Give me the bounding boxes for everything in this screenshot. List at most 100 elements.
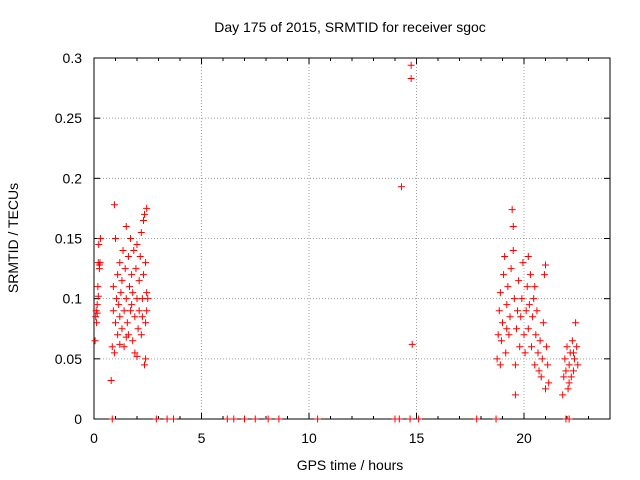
data-point bbox=[251, 415, 259, 423]
x-tick-label: 10 bbox=[301, 430, 317, 446]
data-point bbox=[542, 261, 549, 269]
data-point bbox=[540, 271, 548, 279]
data-point bbox=[497, 337, 505, 345]
data-point bbox=[415, 415, 423, 423]
data-point bbox=[110, 349, 118, 357]
data-point bbox=[565, 379, 573, 387]
data-point bbox=[571, 355, 579, 363]
data-point bbox=[115, 301, 123, 309]
y-axis-label: SRMTID / TECUs bbox=[5, 183, 21, 293]
data-point bbox=[508, 206, 516, 214]
data-point bbox=[531, 361, 539, 369]
data-point bbox=[116, 259, 124, 267]
y-tick-label: 0.25 bbox=[55, 110, 82, 126]
data-point bbox=[117, 289, 125, 297]
data-point bbox=[407, 61, 415, 69]
data-point bbox=[536, 337, 544, 345]
data-point bbox=[397, 183, 405, 191]
data-point bbox=[567, 373, 575, 381]
data-point bbox=[574, 361, 582, 369]
data-point bbox=[275, 415, 283, 423]
data-point bbox=[526, 271, 534, 279]
data-point bbox=[522, 307, 530, 315]
data-point bbox=[264, 415, 272, 423]
data-point bbox=[170, 415, 178, 423]
data-point bbox=[93, 309, 101, 317]
data-point bbox=[230, 415, 238, 423]
data-point bbox=[520, 331, 528, 339]
data-point bbox=[92, 313, 100, 321]
y-tick-label: 0.1 bbox=[63, 291, 83, 307]
data-point bbox=[108, 343, 116, 351]
data-point bbox=[142, 355, 150, 363]
data-point bbox=[560, 373, 568, 381]
data-point bbox=[91, 337, 99, 345]
data-point bbox=[122, 222, 130, 230]
data-point bbox=[127, 307, 135, 315]
data-point bbox=[223, 415, 231, 423]
chart-title: Day 175 of 2015, SRMTID for receiver sgo… bbox=[214, 19, 486, 35]
data-point bbox=[528, 343, 536, 351]
data-point bbox=[114, 331, 122, 339]
data-point bbox=[95, 241, 103, 249]
y-tick-label: 0.05 bbox=[55, 351, 82, 367]
data-point bbox=[503, 301, 511, 309]
data-point bbox=[119, 247, 127, 255]
data-point bbox=[523, 283, 531, 291]
data-point bbox=[94, 283, 102, 291]
data-point bbox=[505, 331, 513, 339]
data-point bbox=[545, 379, 553, 387]
data-point bbox=[542, 385, 549, 393]
data-point bbox=[530, 295, 538, 303]
data-point bbox=[529, 313, 537, 321]
data-point bbox=[511, 361, 519, 369]
data-point bbox=[128, 301, 136, 309]
data-point bbox=[407, 74, 415, 82]
data-point bbox=[133, 241, 141, 249]
data-point bbox=[502, 349, 510, 357]
data-point bbox=[500, 271, 508, 279]
data-point bbox=[532, 331, 540, 339]
data-point bbox=[561, 355, 569, 363]
data-point bbox=[139, 271, 147, 279]
data-point bbox=[408, 340, 416, 348]
data-point bbox=[136, 253, 144, 261]
data-point bbox=[109, 283, 117, 291]
data-point bbox=[563, 343, 571, 351]
data-point bbox=[510, 295, 518, 303]
data-point bbox=[94, 292, 102, 300]
data-point bbox=[123, 319, 131, 327]
data-point bbox=[518, 295, 526, 303]
data-point bbox=[521, 349, 529, 357]
data-point bbox=[116, 340, 124, 348]
data-point bbox=[507, 265, 515, 273]
data-point bbox=[573, 343, 581, 351]
data-point bbox=[509, 247, 517, 255]
data-point bbox=[516, 343, 524, 351]
data-point bbox=[533, 307, 541, 315]
data-point bbox=[494, 331, 502, 339]
data-point bbox=[95, 261, 103, 269]
data-point bbox=[131, 313, 139, 321]
data-point bbox=[495, 307, 503, 315]
axis-ticks bbox=[93, 57, 611, 420]
x-tick-labels: 0 5 10 15 20 bbox=[90, 430, 532, 446]
y-tick-label: 0 bbox=[74, 411, 82, 427]
y-tick-label: 0.2 bbox=[63, 170, 83, 186]
data-point bbox=[107, 376, 115, 384]
data-point bbox=[569, 349, 577, 357]
x-tick-label: 0 bbox=[90, 430, 98, 446]
data-point bbox=[562, 367, 570, 375]
data-point bbox=[124, 253, 132, 261]
data-point bbox=[531, 283, 539, 291]
data-point bbox=[135, 277, 143, 285]
data-point bbox=[506, 313, 514, 321]
data-point bbox=[395, 415, 403, 423]
data-point bbox=[406, 415, 414, 423]
data-point bbox=[118, 277, 126, 285]
data-point bbox=[135, 307, 143, 315]
data-point bbox=[511, 391, 519, 399]
data-point bbox=[537, 373, 545, 381]
data-point bbox=[564, 385, 572, 393]
data-point bbox=[131, 349, 139, 357]
